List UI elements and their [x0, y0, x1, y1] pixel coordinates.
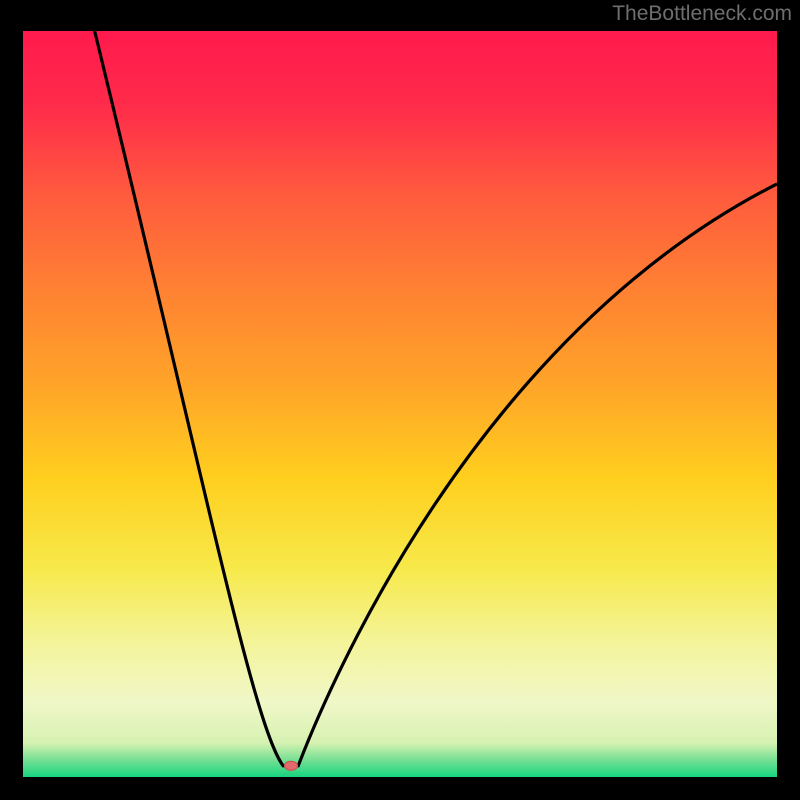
plot-area [23, 31, 777, 777]
optimum-marker [284, 761, 298, 772]
watermark-text: TheBottleneck.com [612, 2, 792, 26]
curve-path [95, 31, 777, 766]
bottleneck-curve [23, 31, 777, 777]
chart-container: TheBottleneck.com [0, 0, 800, 800]
